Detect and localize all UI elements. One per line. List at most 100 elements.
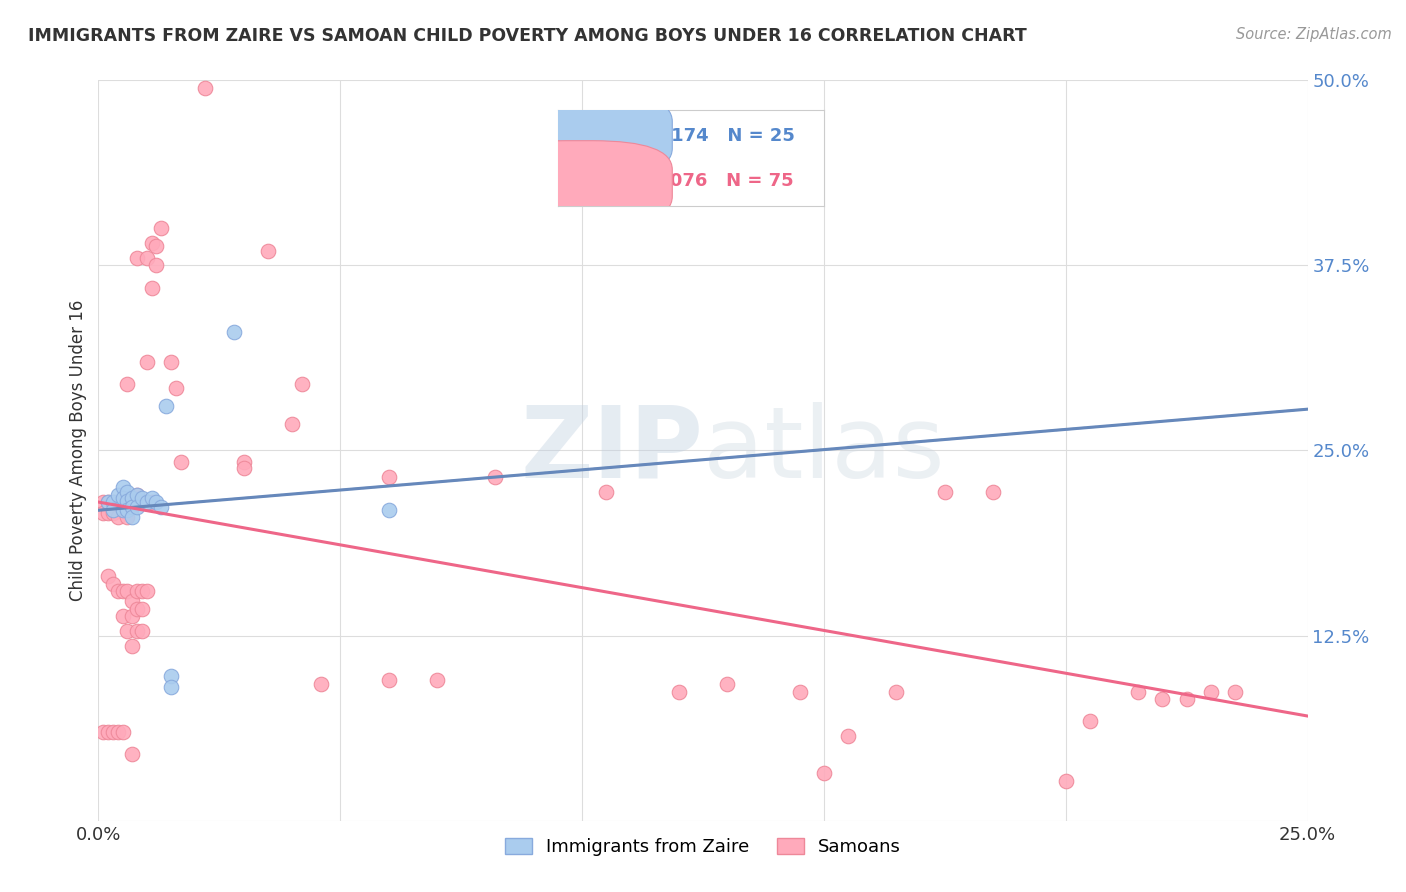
Point xyxy=(117,493,139,508)
Point xyxy=(127,624,149,639)
Point xyxy=(97,495,120,509)
Point xyxy=(117,624,139,639)
Point xyxy=(886,685,908,699)
Point xyxy=(127,251,149,265)
Point xyxy=(934,484,956,499)
Point xyxy=(141,491,163,505)
Point xyxy=(111,491,134,505)
Point xyxy=(107,488,129,502)
Point xyxy=(160,681,183,695)
Point xyxy=(111,480,134,494)
Point xyxy=(281,417,304,431)
Point xyxy=(232,455,254,469)
Point xyxy=(668,685,690,699)
Point xyxy=(117,510,139,524)
Point xyxy=(150,500,173,514)
Point xyxy=(309,677,332,691)
Point xyxy=(127,584,149,599)
Point xyxy=(107,495,129,509)
Point xyxy=(1152,692,1174,706)
Point xyxy=(101,724,124,739)
Text: ZIP: ZIP xyxy=(520,402,703,499)
Point xyxy=(377,502,399,516)
Point xyxy=(150,221,173,235)
Point xyxy=(141,236,163,251)
Point xyxy=(222,325,245,339)
Point xyxy=(1078,714,1101,729)
Point xyxy=(135,584,157,599)
Point xyxy=(837,729,859,743)
Point xyxy=(111,609,134,624)
Point xyxy=(256,244,278,258)
Point xyxy=(121,639,143,653)
Point xyxy=(145,239,167,253)
Point xyxy=(111,584,134,599)
Point xyxy=(194,80,217,95)
Point xyxy=(127,488,149,502)
Point xyxy=(169,455,191,469)
Y-axis label: Child Poverty Among Boys Under 16: Child Poverty Among Boys Under 16 xyxy=(69,300,87,601)
Point xyxy=(111,502,134,516)
Point xyxy=(117,502,139,516)
Point xyxy=(1175,692,1198,706)
Point xyxy=(160,354,183,368)
Point xyxy=(107,510,129,524)
Point xyxy=(131,602,153,616)
Point xyxy=(155,399,177,413)
Point xyxy=(97,506,120,520)
Point xyxy=(135,251,157,265)
Point xyxy=(127,500,149,514)
Point xyxy=(121,510,143,524)
Point xyxy=(97,569,120,583)
Point xyxy=(981,484,1004,499)
Point xyxy=(117,376,139,391)
Point xyxy=(131,491,153,505)
Point xyxy=(290,376,312,391)
Point xyxy=(117,584,139,599)
Point xyxy=(127,488,149,502)
Point xyxy=(131,584,153,599)
Point xyxy=(101,495,124,509)
Point xyxy=(1054,773,1077,788)
Point xyxy=(121,747,143,761)
Point xyxy=(107,724,129,739)
Point xyxy=(117,484,139,499)
Point xyxy=(377,470,399,484)
Text: atlas: atlas xyxy=(703,402,945,499)
Legend: Immigrants from Zaire, Samoans: Immigrants from Zaire, Samoans xyxy=(505,838,901,856)
Point xyxy=(426,673,449,687)
Point xyxy=(101,495,124,509)
Point xyxy=(101,576,124,591)
Point xyxy=(121,491,143,505)
Point xyxy=(135,495,157,509)
Point xyxy=(145,259,167,273)
Point xyxy=(121,500,143,514)
Text: IMMIGRANTS FROM ZAIRE VS SAMOAN CHILD POVERTY AMONG BOYS UNDER 16 CORRELATION CH: IMMIGRANTS FROM ZAIRE VS SAMOAN CHILD PO… xyxy=(28,27,1026,45)
Point xyxy=(141,495,163,509)
Point xyxy=(1199,685,1222,699)
Point xyxy=(91,495,114,509)
Point xyxy=(165,381,187,395)
Point xyxy=(101,506,124,520)
Point xyxy=(141,280,163,294)
Point xyxy=(135,354,157,368)
Point xyxy=(121,491,143,505)
Point xyxy=(97,495,120,509)
Point xyxy=(789,685,811,699)
Point xyxy=(232,461,254,475)
Point xyxy=(1223,685,1246,699)
Point xyxy=(107,584,129,599)
Point xyxy=(101,502,124,516)
Point xyxy=(121,594,143,608)
Point xyxy=(91,506,114,520)
Point xyxy=(97,724,120,739)
Point xyxy=(111,495,134,509)
Point xyxy=(377,673,399,687)
Point xyxy=(595,484,617,499)
Point xyxy=(716,677,738,691)
Point xyxy=(111,724,134,739)
Point xyxy=(91,724,114,739)
Point xyxy=(484,470,506,484)
Point xyxy=(160,668,183,682)
Point xyxy=(145,495,167,509)
